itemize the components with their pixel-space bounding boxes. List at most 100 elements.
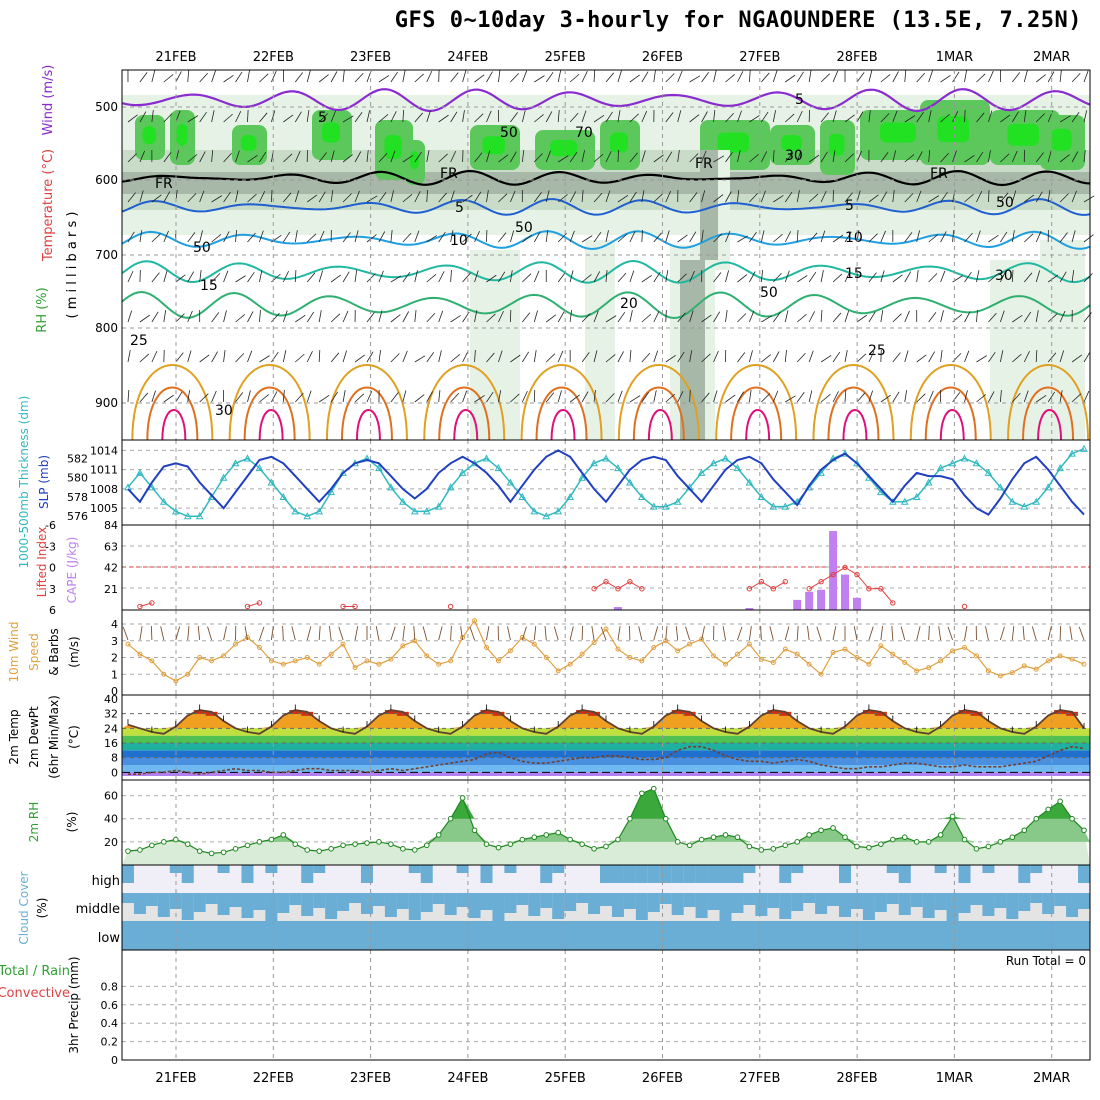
wind10-barb [1047, 626, 1052, 641]
contour-temp-5 [121, 198, 1091, 216]
wind-barb [342, 350, 347, 363]
wind-barb [773, 272, 782, 283]
wind-barb [880, 270, 885, 283]
li-marker [244, 603, 251, 610]
rh2m-marker [901, 834, 908, 841]
wind-barb [342, 271, 350, 283]
wind-barb [868, 70, 873, 83]
wind-barb [175, 313, 185, 323]
wind-barb [569, 151, 578, 163]
wind-barb [761, 315, 772, 323]
wind-barb [952, 71, 960, 83]
wind10-marker [185, 671, 191, 677]
wind10-barb [413, 626, 416, 641]
wind-barb [474, 113, 484, 123]
wind-barb [749, 70, 751, 83]
wind-barb [366, 273, 376, 283]
wind-barb [1023, 110, 1027, 123]
wind-barb [749, 192, 758, 203]
wind-barb [306, 110, 310, 123]
wind-barb [510, 190, 516, 203]
wind-barb [390, 150, 396, 163]
wind10-barb [244, 626, 248, 641]
wind-barb [713, 390, 718, 403]
wind-barb [868, 390, 874, 403]
rh2m-marker [830, 825, 836, 831]
wind-barb [294, 230, 298, 243]
wind-barb [1035, 270, 1041, 283]
wind-barb [581, 71, 588, 83]
wind-barb [677, 391, 684, 403]
cloud-mid-bar [181, 893, 194, 920]
wind-barb [175, 274, 186, 283]
rh2m-marker [1021, 827, 1028, 834]
wind-barb [294, 269, 297, 283]
wind-barb [462, 390, 468, 403]
wind-barb [880, 113, 890, 123]
wind-barb [247, 109, 249, 123]
wind10-barb [891, 626, 894, 641]
wind-barb [617, 70, 622, 83]
cloud-mid-bar [1066, 893, 1079, 917]
wind-barb [450, 111, 458, 123]
wind10-barb [1022, 626, 1025, 641]
wind-barb [163, 74, 174, 83]
wind-barb [151, 350, 158, 363]
rh2m-marker [304, 847, 311, 853]
cloud-high-bar [540, 865, 553, 883]
wind-barb [808, 311, 815, 323]
wind10-barb [591, 626, 595, 641]
pressure-tick-label: 700 [95, 248, 118, 262]
wind-barb [713, 110, 716, 123]
wind-barb [498, 70, 501, 83]
wind10-barb [665, 626, 668, 641]
wind-barb [749, 232, 757, 243]
wind-barb [856, 111, 864, 123]
wind-barb [450, 353, 461, 363]
wind-barb [796, 71, 804, 83]
rh2m-marker [256, 839, 263, 845]
thickness-marker [291, 507, 300, 515]
wind-barb [1011, 269, 1014, 283]
wind-barb [271, 312, 280, 323]
wind-barb [306, 70, 311, 83]
wind-barb [235, 111, 242, 123]
wind-barb [1035, 230, 1042, 243]
wind-barb [342, 310, 349, 323]
cloud-mid-bar [611, 893, 624, 917]
wind-barb [1035, 310, 1039, 323]
wind-barb [402, 350, 408, 363]
wind10-barb [175, 626, 181, 641]
wind-barb [187, 350, 192, 363]
wind-barb [1000, 271, 1006, 283]
cloud-mid-bar [958, 893, 971, 913]
thickness-marker [375, 464, 383, 472]
rh2m-marker [925, 839, 932, 845]
wind-barb [211, 312, 220, 323]
thickness-marker [769, 502, 778, 510]
wind-barb [462, 233, 472, 243]
wind10-marker [579, 651, 585, 657]
wind-barb [259, 394, 270, 403]
wind-barb [1047, 274, 1059, 283]
date-label-top: 25FEB [545, 50, 586, 65]
contour-temp-30 [632, 386, 685, 441]
wind-barb [450, 72, 459, 83]
wind-barb [593, 350, 598, 363]
cloud-high-bar [241, 865, 254, 883]
pressure-tick-label: 900 [95, 396, 118, 410]
precip-tick-label: 0.8 [101, 980, 119, 993]
wind-barb [760, 190, 766, 203]
thickness-marker [434, 502, 443, 510]
wind10-marker [615, 646, 621, 652]
wind-barb [450, 150, 457, 163]
wind-barb [545, 111, 553, 123]
cape-bar [805, 591, 814, 610]
wind-barb [187, 115, 199, 123]
wind10-barb [139, 626, 143, 641]
contour-label: 50 [760, 285, 778, 301]
rh2m-marker [220, 849, 227, 856]
wind10-marker [483, 644, 489, 650]
contour-temp-30 [438, 386, 491, 441]
wind-barb [426, 70, 433, 83]
